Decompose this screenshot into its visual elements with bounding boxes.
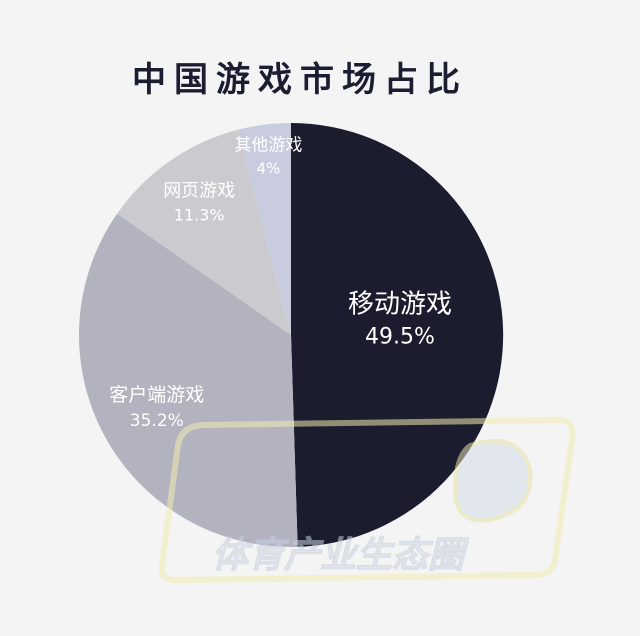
chart-title: 中国游戏市场占比: [132, 60, 468, 100]
watermark-text: 体育产业生态圈: [212, 535, 470, 576]
pie-slice: [291, 122, 504, 547]
slice-value-label: 11.3%: [174, 206, 225, 225]
slice-name-label: 客户端游戏: [109, 384, 204, 406]
slice-value-label: 35.2%: [130, 411, 184, 431]
slice-value-label: 4%: [257, 160, 281, 178]
slice-labels: 移动游戏 49.5% 客户端游戏 35.2% 网页游戏 11.3% 其他游戏 4%: [109, 136, 452, 432]
watermark-logo: 体育产业生态圈: [158, 416, 576, 584]
watermark-emblem: [452, 438, 533, 523]
slice-name-label: 移动游戏: [348, 290, 452, 320]
slice-name-label: 网页游戏: [163, 181, 235, 202]
pie-slice: [78, 213, 298, 548]
pie-slices: [78, 122, 504, 548]
pie-slice: [117, 129, 291, 335]
slice-name-label: 其他游戏: [234, 136, 302, 156]
slice-value-label: 49.5%: [365, 325, 435, 350]
pie-slice: [238, 123, 291, 335]
watermark-frame: [158, 416, 576, 584]
